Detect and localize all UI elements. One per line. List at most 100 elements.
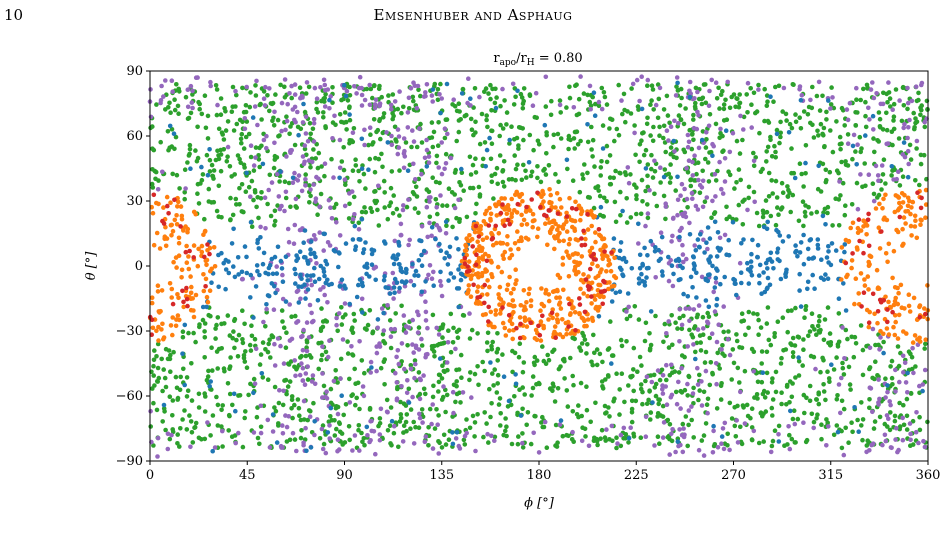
- point-purple: [412, 375, 417, 381]
- point-purple: [615, 441, 620, 446]
- point-purple: [669, 431, 674, 437]
- point-orange: [547, 229, 553, 234]
- point-purple: [707, 88, 712, 94]
- point-orange: [485, 278, 490, 283]
- point-purple: [320, 371, 325, 376]
- point-green: [196, 99, 201, 105]
- point-green: [154, 407, 160, 413]
- point-green: [519, 177, 525, 183]
- point-purple: [844, 107, 850, 112]
- point-purple: [298, 296, 303, 302]
- point-orange: [183, 224, 188, 229]
- point-purple: [882, 432, 888, 438]
- point-green: [273, 92, 278, 97]
- point-green: [550, 388, 555, 394]
- point-orange: [204, 294, 210, 300]
- point-green: [649, 98, 654, 103]
- point-blue: [260, 161, 266, 167]
- point-green: [532, 413, 537, 419]
- point-green: [376, 423, 381, 429]
- point-purple: [722, 232, 728, 238]
- point-green: [600, 384, 605, 389]
- point-green: [916, 97, 921, 103]
- point-purple: [718, 126, 723, 132]
- point-purple: [212, 445, 218, 450]
- point-green: [441, 341, 446, 346]
- point-green: [153, 169, 159, 175]
- point-green: [762, 86, 767, 92]
- point-purple: [327, 436, 333, 441]
- point-green: [452, 170, 458, 175]
- point-purple: [314, 261, 319, 266]
- point-blue: [336, 264, 341, 270]
- point-green: [323, 349, 329, 355]
- point-green: [626, 383, 631, 388]
- point-green: [226, 412, 232, 418]
- point-green: [473, 130, 478, 135]
- point-blue: [513, 372, 518, 377]
- point-purple: [391, 296, 396, 301]
- point-purple: [301, 161, 307, 167]
- point-green: [489, 173, 495, 178]
- point-green: [303, 353, 309, 359]
- point-purple: [411, 441, 417, 446]
- point-green: [760, 208, 766, 214]
- point-green: [543, 104, 549, 109]
- point-blue: [459, 166, 464, 172]
- point-green: [433, 197, 439, 202]
- point-green: [335, 328, 341, 334]
- point-purple: [690, 159, 695, 165]
- point-green: [774, 127, 780, 133]
- point-purple: [313, 196, 319, 201]
- point-green: [272, 208, 278, 214]
- point-purple: [423, 93, 428, 99]
- point-green: [174, 172, 180, 178]
- point-green: [785, 308, 791, 314]
- point-purple: [596, 99, 602, 105]
- point-orange: [509, 252, 515, 258]
- point-purple: [742, 421, 748, 426]
- point-purple: [851, 132, 857, 138]
- point-orange: [513, 192, 518, 197]
- x-tick-label: 45: [239, 468, 256, 483]
- point-green: [784, 118, 789, 123]
- point-blue: [805, 286, 810, 292]
- point-green: [687, 127, 692, 133]
- point-orange: [168, 200, 173, 205]
- point-green: [265, 93, 270, 98]
- point-green: [439, 445, 445, 450]
- point-purple: [679, 225, 684, 231]
- point-green: [175, 103, 181, 109]
- point-green: [685, 443, 690, 449]
- point-purple: [679, 181, 685, 187]
- page-number: 10: [4, 6, 24, 24]
- point-red: [564, 214, 570, 219]
- point-orange: [514, 210, 520, 215]
- point-green: [817, 108, 823, 113]
- point-green: [758, 325, 764, 330]
- point-purple: [292, 92, 298, 97]
- point-green: [657, 377, 663, 383]
- point-green: [667, 372, 673, 378]
- point-green: [598, 165, 604, 170]
- point-orange: [552, 246, 557, 252]
- point-green: [234, 337, 239, 343]
- point-blue: [454, 236, 459, 241]
- point-green: [298, 417, 304, 423]
- point-green: [700, 168, 705, 174]
- point-purple: [317, 230, 323, 235]
- point-orange: [488, 258, 494, 264]
- point-green: [771, 99, 776, 104]
- point-purple: [908, 437, 913, 443]
- point-green: [496, 402, 502, 407]
- point-green: [353, 402, 358, 408]
- point-green: [397, 168, 402, 173]
- point-orange: [502, 325, 508, 331]
- point-purple: [301, 398, 307, 404]
- point-red: [462, 255, 468, 261]
- point-purple: [352, 84, 357, 89]
- point-green: [696, 397, 701, 403]
- point-green: [725, 431, 730, 437]
- point-green: [356, 168, 361, 174]
- point-green: [843, 159, 848, 164]
